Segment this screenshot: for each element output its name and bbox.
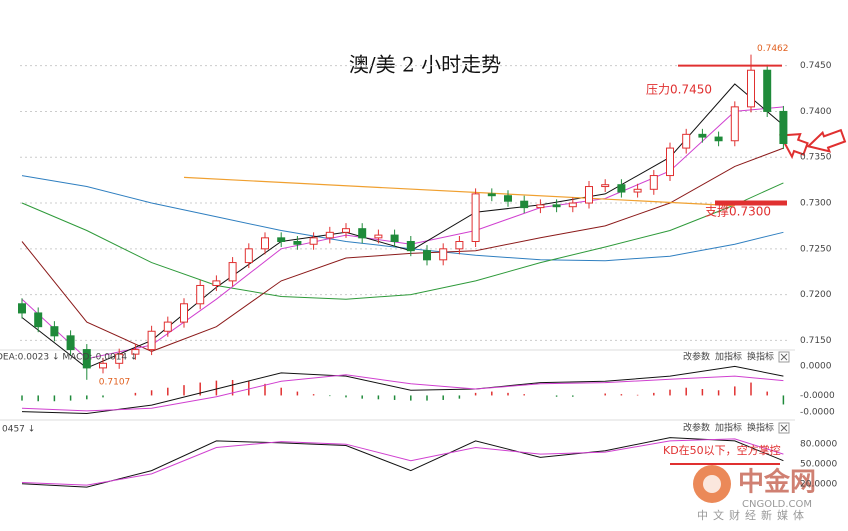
candle-body xyxy=(520,200,529,209)
toolbar-button[interactable]: 改参数 xyxy=(683,351,710,363)
candle-body xyxy=(649,175,658,190)
annotation: KD在50以下，空方掌控 xyxy=(663,443,781,457)
candle-body xyxy=(406,241,415,252)
candle-body xyxy=(244,248,253,264)
close-icon xyxy=(780,353,788,361)
candle-body xyxy=(147,330,156,351)
candle-body xyxy=(390,234,399,243)
candle-body xyxy=(131,349,140,355)
candle-body xyxy=(358,228,367,239)
y-axis-label: 0.0000 xyxy=(800,362,832,372)
level-label: 压力0.7450 xyxy=(646,83,712,97)
watermark-slogan: 中文财经新媒体 xyxy=(697,508,809,522)
candle-body xyxy=(439,248,448,261)
indicator-line xyxy=(21,374,784,412)
candle-body xyxy=(293,241,302,245)
indicator-line xyxy=(21,437,784,488)
toolbar-button[interactable]: 换指标 xyxy=(747,351,774,363)
toolbar-button[interactable]: 换指标 xyxy=(747,422,774,434)
candle-body xyxy=(487,193,496,197)
candle-body xyxy=(585,186,593,204)
y-axis-label: -0.0000 xyxy=(800,408,835,418)
trend-line xyxy=(183,176,735,207)
candle-body xyxy=(779,110,788,144)
candle-body xyxy=(763,69,772,112)
candle-body xyxy=(34,312,43,328)
candle-body xyxy=(261,237,269,250)
candle-body xyxy=(633,188,642,193)
candle-body xyxy=(180,303,188,323)
indicator-line xyxy=(21,438,784,486)
y-tick-label: 20.0000 xyxy=(800,479,837,489)
chart-title: 澳/美 2 小时走势 xyxy=(349,53,501,77)
candle-body xyxy=(18,303,26,314)
y-tick-label: 0.7200 xyxy=(800,290,832,300)
candle-body xyxy=(552,204,561,208)
y-axis-label: -0.0000 xyxy=(800,391,835,401)
y-tick-label: 50.0000 xyxy=(800,460,837,470)
y-tick-label: 0.7450 xyxy=(800,61,832,71)
candle-body xyxy=(212,280,221,286)
candle-body xyxy=(471,193,480,243)
toolbar-button[interactable]: 改参数 xyxy=(683,422,710,434)
level-label: 支撑0.7300 xyxy=(705,204,771,219)
high-label: 0.7462 xyxy=(757,44,789,54)
candle-body xyxy=(163,321,172,332)
arrow-icon xyxy=(806,128,847,153)
candle-body xyxy=(601,184,610,188)
candle-body xyxy=(423,250,431,261)
y-tick-label: 80.0000 xyxy=(800,440,837,450)
indicator-line xyxy=(21,182,784,300)
candle-body xyxy=(82,349,91,369)
watermark-domain: CNGOLD.COM xyxy=(742,499,812,510)
indicator-legend: 0457 ↓ xyxy=(2,425,35,435)
candle-body xyxy=(50,326,59,337)
candle-body xyxy=(228,262,237,282)
candle-body xyxy=(714,136,723,142)
indicator-line xyxy=(21,365,784,415)
candle-body xyxy=(504,195,512,202)
candle-body xyxy=(455,241,464,250)
toolbar-button[interactable]: 加指标 xyxy=(715,422,742,434)
close-icon xyxy=(780,424,788,432)
y-tick-label: 0.7300 xyxy=(800,199,832,209)
candle-body xyxy=(99,362,107,369)
candle-body xyxy=(309,237,318,245)
candle-body xyxy=(536,204,545,209)
toolbar-button[interactable]: 加指标 xyxy=(715,351,742,363)
watermark-logo xyxy=(703,475,721,493)
watermark-brand: 中金网 xyxy=(738,467,816,498)
candle-body xyxy=(66,335,75,351)
candle-body xyxy=(325,231,334,239)
candle-body xyxy=(568,202,577,208)
candle-body xyxy=(730,106,739,142)
candle-body xyxy=(666,147,674,177)
candle-body xyxy=(196,284,205,305)
candle-body xyxy=(698,133,707,138)
low-label: 0.7107 xyxy=(99,377,131,387)
y-tick-label: 0.7400 xyxy=(800,107,832,117)
candle-body xyxy=(682,133,691,149)
indicator-legend: DEA:0.0023 ↓ MACD:-0.0014 ↓ xyxy=(0,353,138,363)
y-tick-label: 0.7350 xyxy=(800,153,832,163)
candle-body xyxy=(747,69,755,108)
candle-body xyxy=(374,234,383,239)
candle-body xyxy=(115,353,124,364)
y-tick-label: 0.7250 xyxy=(800,244,832,254)
y-tick-label: 0.7150 xyxy=(800,336,832,346)
candle-body xyxy=(277,237,286,243)
candle-body xyxy=(342,228,350,233)
candle-body xyxy=(617,184,626,193)
